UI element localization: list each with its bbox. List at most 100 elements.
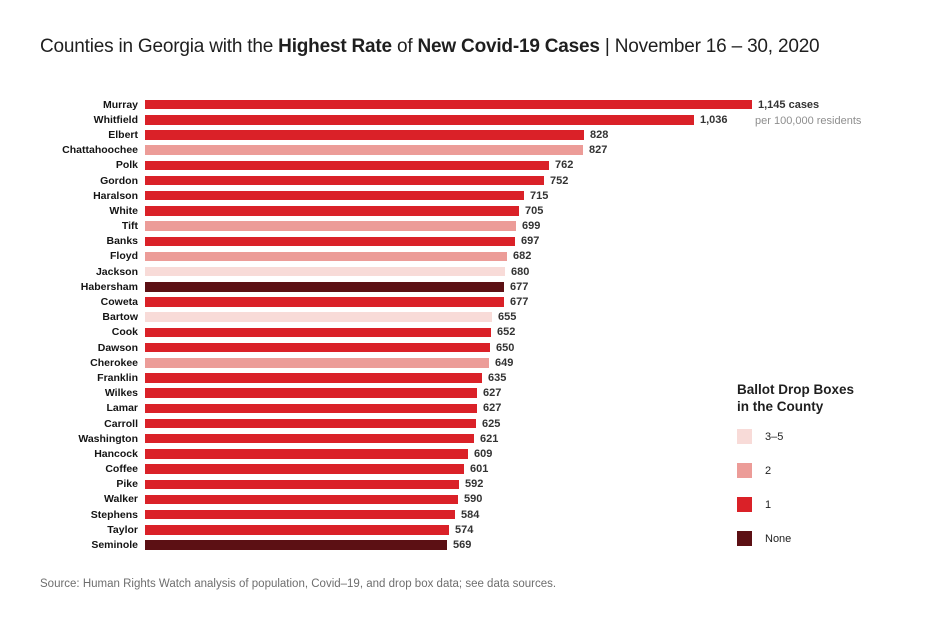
value-label: 590 xyxy=(464,493,483,506)
chart-row: Lamar 627 xyxy=(40,401,900,416)
value-label: 677 xyxy=(510,280,529,293)
chart-row: Chattahoochee 827 xyxy=(40,143,900,158)
bar xyxy=(145,388,477,398)
value-label: 601 xyxy=(470,463,489,476)
county-label: Floyd xyxy=(110,250,138,263)
chart-row: Walker 590 xyxy=(40,492,900,507)
value-label: 682 xyxy=(513,250,532,263)
county-label: Washington xyxy=(78,432,138,445)
county-label: Chattahoochee xyxy=(62,144,138,157)
chart-row: Coffee 601 xyxy=(40,462,900,477)
title-bold-new-cases: New Covid-19 Cases xyxy=(417,36,600,57)
bar xyxy=(145,175,544,186)
legend-swatch xyxy=(737,497,752,512)
bar xyxy=(145,160,549,171)
value-label: 609 xyxy=(474,447,493,460)
chart-row: Wilkes 627 xyxy=(40,386,900,401)
bar xyxy=(145,251,507,262)
value-label: 625 xyxy=(482,417,501,430)
value-label: 627 xyxy=(483,402,502,415)
value-label: 715 xyxy=(530,189,549,202)
value-label: 592 xyxy=(465,478,484,491)
county-label: Taylor xyxy=(107,523,138,536)
county-label: Bartow xyxy=(102,311,138,324)
value-label: 677 xyxy=(510,296,529,309)
legend-item: 2 xyxy=(737,463,927,478)
county-label: Stephens xyxy=(90,508,138,521)
legend-swatch xyxy=(737,463,752,478)
county-label: Elbert xyxy=(108,128,138,141)
chart-row: Murray 1,145 cases xyxy=(40,97,900,112)
county-label: Cherokee xyxy=(90,356,138,369)
chart-row: Elbert 828 xyxy=(40,127,900,142)
county-label: White xyxy=(109,204,138,217)
bar xyxy=(145,342,490,353)
chart-row: Habersham 677 xyxy=(40,279,900,294)
chart-row: Cherokee 649 xyxy=(40,355,900,370)
bar xyxy=(145,266,505,277)
bar xyxy=(145,373,482,383)
chart-row: Tift 699 xyxy=(40,219,900,234)
value-label: 635 xyxy=(488,371,507,384)
county-label: Pike xyxy=(116,478,138,491)
value-label: 655 xyxy=(498,311,517,324)
legend-title-line1: Ballot Drop Boxes xyxy=(737,382,855,397)
county-label: Jackson xyxy=(95,265,138,278)
chart-title: Counties in Georgia with the Highest Rat… xyxy=(40,36,820,58)
value-label: 752 xyxy=(550,174,569,187)
chart-row: Franklin 635 xyxy=(40,370,900,385)
bar xyxy=(145,358,489,368)
bar xyxy=(145,449,468,459)
source-note: Source: Human Rights Watch analysis of p… xyxy=(40,578,557,590)
chart-row: Haralson 715 xyxy=(40,188,900,203)
chart-row: Polk 762 xyxy=(40,158,900,173)
bar-chart: Murray 1,145 cases Whitfield 1,036 Elbert 828… xyxy=(40,97,900,553)
chart-row: Pike 592 xyxy=(40,477,900,492)
value-label: 627 xyxy=(483,387,502,400)
bar xyxy=(145,327,491,338)
value-label: 705 xyxy=(525,204,544,217)
chart-row: White 705 xyxy=(40,203,900,218)
title-prefix: Counties in Georgia with the xyxy=(40,36,279,57)
county-label: Haralson xyxy=(93,189,138,202)
chart-rows: Murray 1,145 cases Whitfield 1,036 Elbert 828… xyxy=(40,97,900,553)
bar xyxy=(145,115,694,125)
bar xyxy=(145,99,752,110)
chart-row: Washington 621 xyxy=(40,431,900,446)
title-separator: | xyxy=(599,36,615,57)
legend-label: 3–5 xyxy=(765,430,784,443)
legend-label: 2 xyxy=(765,464,772,477)
bar xyxy=(145,464,464,474)
county-label: Seminole xyxy=(91,539,138,552)
chart-row: Dawson 650 xyxy=(40,340,900,355)
legend-title-line2: in the County xyxy=(737,399,824,414)
county-label: Dawson xyxy=(97,341,138,354)
legend-label: 1 xyxy=(765,498,772,511)
county-label: Carroll xyxy=(104,417,138,430)
county-label: Lamar xyxy=(106,402,138,415)
county-label: Polk xyxy=(115,159,138,172)
county-label: Franklin xyxy=(97,371,138,384)
title-bold-highest-rate: Highest Rate xyxy=(278,36,392,57)
county-label: Cook xyxy=(111,326,138,339)
bar xyxy=(145,433,474,444)
bar xyxy=(145,145,583,155)
chart-row: Jackson 680 xyxy=(40,264,900,279)
county-label: Coffee xyxy=(105,463,138,476)
legend: Ballot Drop Boxes in the County 3–5 2 1 Non… xyxy=(737,381,927,565)
bar xyxy=(145,494,458,505)
county-label: Tift xyxy=(121,220,138,233)
title-mid: of xyxy=(391,36,418,57)
bar xyxy=(145,540,447,550)
county-label: Walker xyxy=(103,493,138,506)
chart-row: Cook 652 xyxy=(40,325,900,340)
bar xyxy=(145,403,477,414)
legend-swatch xyxy=(737,531,752,546)
county-label: Wilkes xyxy=(104,387,138,400)
bar xyxy=(145,221,516,231)
legend-item: 1 xyxy=(737,497,927,512)
bar xyxy=(145,297,504,307)
value-label: 574 xyxy=(455,523,474,536)
legend-swatch xyxy=(737,429,752,444)
bar xyxy=(145,206,519,216)
